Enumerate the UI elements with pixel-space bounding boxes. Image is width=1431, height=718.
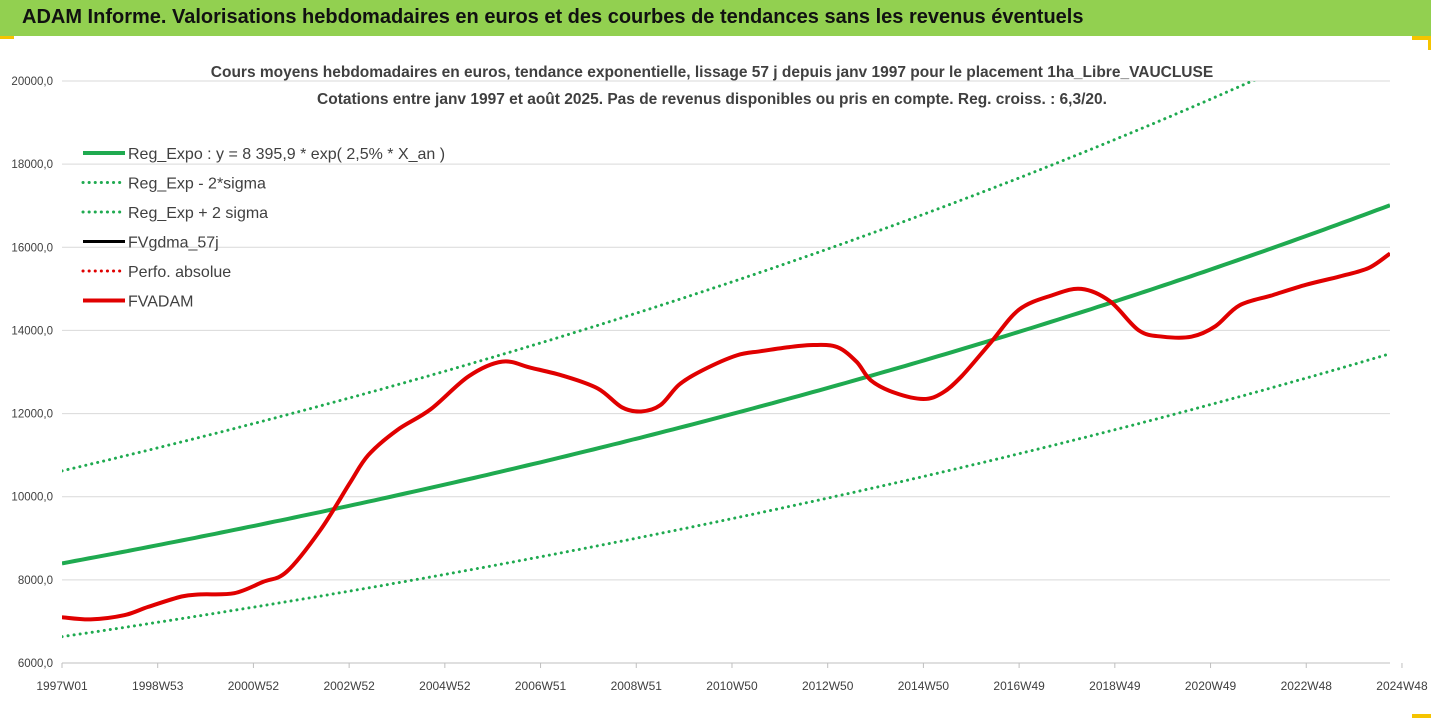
x-tick-label: 2004W52 xyxy=(419,679,471,693)
reg-exp-plus-2sigma-line xyxy=(62,81,1256,473)
reg-exp-minus-2sigma-line xyxy=(62,352,1390,639)
chart-lines xyxy=(62,81,1390,639)
legend: Reg_Expo : y = 8 395,9 * exp( 2,5% * X_a… xyxy=(81,146,445,311)
x-tick-label: 2024W48 xyxy=(1376,679,1428,693)
x-tick-label: 2018W49 xyxy=(1089,679,1141,693)
y-tick-label: 14000,0 xyxy=(11,325,53,337)
legend-label: FVADAM xyxy=(128,294,193,311)
corner-marker xyxy=(1428,36,1431,50)
y-tick-label: 8000,0 xyxy=(18,575,53,587)
legend-label: Reg_Expo : y = 8 395,9 * exp( 2,5% * X_a… xyxy=(128,146,445,163)
fvadam-line xyxy=(62,251,1390,622)
y-tick-label: 10000,0 xyxy=(11,492,53,504)
y-tick-label: 18000,0 xyxy=(11,159,53,171)
y-axis-ticks: 6000,0 8000,0 10000,0 12000,0 14000,0 16000,0… xyxy=(11,76,53,670)
x-tick-label: 2006W51 xyxy=(515,679,567,693)
x-axis-ticks: 1997W01 1998W53 2000W52 2002W52 2004W52 2006W… xyxy=(36,663,1428,693)
x-tick-label: 2008W51 xyxy=(611,679,663,693)
x-tick-label: 2014W50 xyxy=(898,679,950,693)
x-tick-label: 1997W01 xyxy=(36,679,88,693)
x-tick-label: 2020W49 xyxy=(1185,679,1237,693)
x-tick-label: 2022W48 xyxy=(1281,679,1333,693)
reg-expo-line xyxy=(62,203,1390,566)
y-tick-label: 6000,0 xyxy=(18,658,53,670)
x-tick-label: 1998W53 xyxy=(132,679,184,693)
y-tick-label: 20000,0 xyxy=(11,76,53,88)
chart-title: Cours moyens hebdomadaires en euros, ten… xyxy=(211,64,1213,81)
gridlines xyxy=(62,80,1390,664)
x-tick-label: 2012W50 xyxy=(802,679,854,693)
y-tick-label: 12000,0 xyxy=(11,409,53,421)
legend-label: Reg_Exp - 2*sigma xyxy=(128,176,266,193)
x-tick-label: 2002W52 xyxy=(323,679,375,693)
legend-label: Reg_Exp + 2 sigma xyxy=(128,205,268,222)
chart-subtitle: Cotations entre janv 1997 et août 2025. … xyxy=(317,91,1107,108)
legend-label: Perfo. absolue xyxy=(128,264,231,281)
corner-marker xyxy=(1412,36,1431,40)
legend-label: FVgdma_57j xyxy=(128,235,219,252)
corner-marker xyxy=(0,36,14,39)
x-tick-label: 2000W52 xyxy=(228,679,280,693)
x-tick-label: 2016W49 xyxy=(993,679,1045,693)
report-banner: ADAM Informe. Valorisations hebdomadaire… xyxy=(0,0,1431,36)
y-tick-label: 16000,0 xyxy=(11,242,53,254)
x-tick-label: 2010W50 xyxy=(706,679,758,693)
fvgdma-57j-line xyxy=(62,252,1390,621)
corner-marker xyxy=(1412,714,1431,718)
